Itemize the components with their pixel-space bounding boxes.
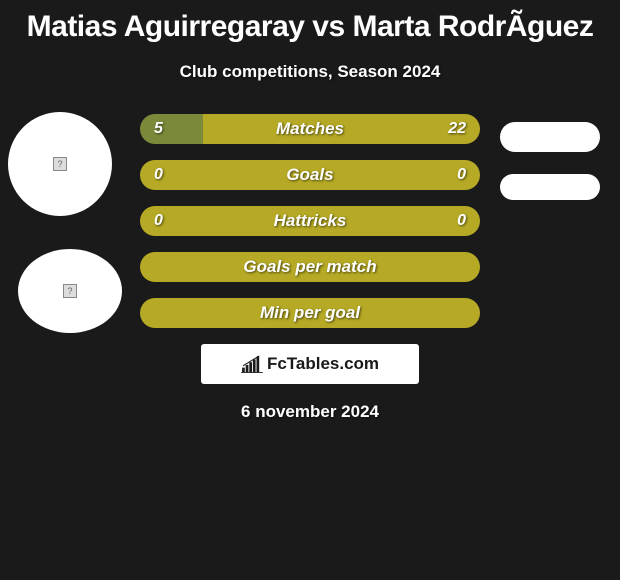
player1-avatar: ? <box>8 112 112 216</box>
player2-avatar: ? <box>18 249 122 333</box>
stat-label: Hattricks <box>140 206 480 236</box>
brand-logo[interactable]: FcTables.com <box>201 344 419 384</box>
brand-text: FcTables.com <box>267 354 379 374</box>
stat-label: Goals <box>140 160 480 190</box>
stat-bars: 522Matches 00Goals 00Hattricks Goals per ma… <box>140 114 480 328</box>
stat-label: Min per goal <box>140 298 480 328</box>
stat-bar-row: 00Goals <box>140 160 480 190</box>
team1-badge <box>500 122 600 152</box>
brand-logo-inner: FcTables.com <box>241 354 379 374</box>
page-title: Matias Aguirregaray vs Marta RodrÃ­guez <box>0 10 620 44</box>
comparison-widget: Matias Aguirregaray vs Marta RodrÃ­guez … <box>0 0 620 427</box>
image-placeholder-icon: ? <box>53 157 67 171</box>
stats-area: ? ? 522Matches 00Goals 00Hattricks Goals pe… <box>0 114 620 328</box>
stat-label: Matches <box>140 114 480 144</box>
stat-bar-row: 00Hattricks <box>140 206 480 236</box>
team2-badge <box>500 174 600 200</box>
stat-label: Goals per match <box>140 252 480 282</box>
stat-bar-row: Goals per match <box>140 252 480 282</box>
stat-bar-row: Min per goal <box>140 298 480 328</box>
date-text: 6 november 2024 <box>0 402 620 422</box>
image-placeholder-icon: ? <box>63 284 77 298</box>
bar-chart-icon <box>241 355 263 373</box>
subtitle: Club competitions, Season 2024 <box>0 62 620 82</box>
stat-bar-row: 522Matches <box>140 114 480 144</box>
